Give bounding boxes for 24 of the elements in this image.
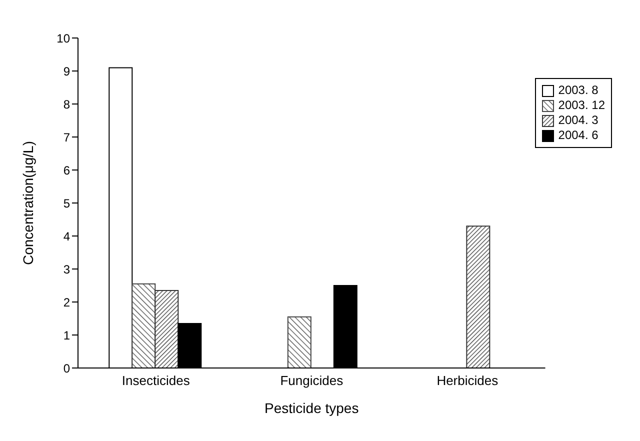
x-tick-label: Herbicides (436, 373, 499, 388)
bar (287, 316, 312, 368)
legend-label: 2003. 12 (558, 98, 605, 113)
y-tick-label: 8 (63, 97, 70, 112)
bar (132, 283, 156, 368)
y-tick-label: 6 (63, 163, 70, 178)
x-tick-label: Insecticides (122, 373, 190, 388)
y-tick-label: 4 (63, 229, 70, 244)
y-tick-label: 3 (63, 262, 70, 276)
y-axis-title: Concentration(μg/L) (20, 140, 36, 266)
legend-label: 2004. 3 (558, 113, 598, 128)
legend-label: 2004. 6 (558, 128, 598, 143)
x-axis-title: Pesticide types (264, 400, 359, 416)
y-tick-label: 2 (63, 295, 70, 310)
bar (154, 290, 179, 368)
legend-label: 2003. 8 (558, 83, 598, 98)
y-tick-label: 0 (63, 361, 70, 376)
bar (466, 226, 490, 368)
y-tick-label: 10 (56, 31, 70, 46)
y-tick-label: 9 (63, 64, 70, 78)
y-tick-label: 1 (63, 328, 70, 342)
y-tick-label: 7 (63, 130, 70, 144)
y-tick-label: 5 (63, 196, 70, 210)
x-tick-label: Fungicides (280, 373, 344, 388)
